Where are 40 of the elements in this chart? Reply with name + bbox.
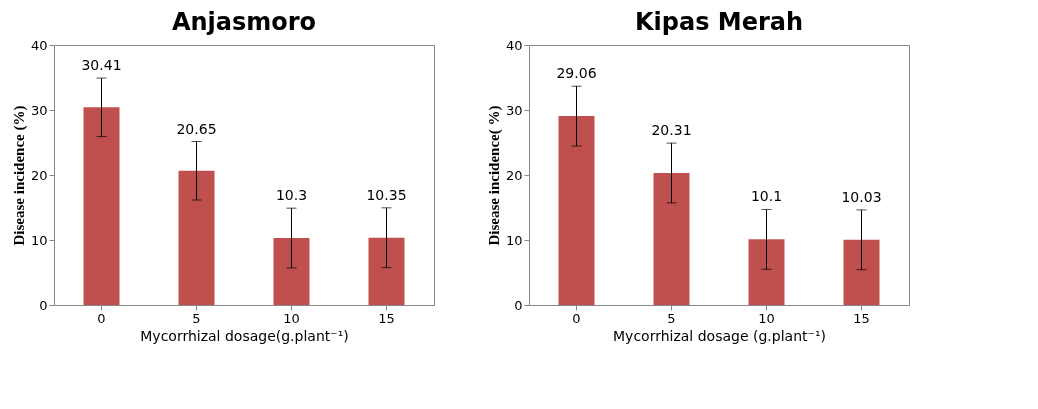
y-tick-label: 30 [505,102,523,118]
chart-title: Kipas Merah [634,8,804,36]
x-tick-label: 0 [97,310,106,326]
data-label: 10.03 [841,188,882,205]
x-tick-label: 5 [192,310,201,326]
y-tick-label: 20 [30,167,48,183]
bar [843,239,880,305]
bar [368,237,405,305]
data-label: 10.1 [750,188,783,205]
x-axis-title: Mycorrhizal dosage (g.plant⁻¹) [613,327,826,344]
bar [558,116,595,305]
data-label: 20.31 [651,122,692,139]
x-tick-label: 10 [758,310,775,326]
data-label: 20.65 [176,120,217,137]
y-axis-title: Disease incidence (%) [10,105,28,246]
y-tick-label: 40 [505,37,523,53]
y-axis-title: Disease incidence( %) [485,105,503,246]
y-tick-label: 0 [39,297,48,313]
y-tick-label: 20 [505,167,523,183]
x-tick-label: 10 [283,310,300,326]
x-tick-label: 15 [853,310,870,326]
data-label: 30.41 [81,57,122,74]
y-tick-label: 10 [30,232,48,248]
x-tick-label: 0 [572,310,581,326]
data-label: 10.3 [275,187,308,204]
y-tick-label: 0 [514,297,523,313]
x-tick-label: 15 [378,310,395,326]
data-label: 29.06 [556,65,597,82]
bar [653,172,690,305]
data-label: 10.35 [366,186,407,203]
y-tick-label: 10 [505,232,523,248]
x-tick-label: 5 [667,310,676,326]
chart-title: Anjasmoro [171,8,317,36]
x-axis-title: Mycorrhizal dosage(g.plant⁻¹) [140,327,349,344]
y-tick-label: 30 [30,102,48,118]
bar [273,238,310,305]
bar [178,170,215,305]
y-tick-label: 40 [30,37,48,53]
bar [748,239,785,305]
bar [83,107,120,305]
